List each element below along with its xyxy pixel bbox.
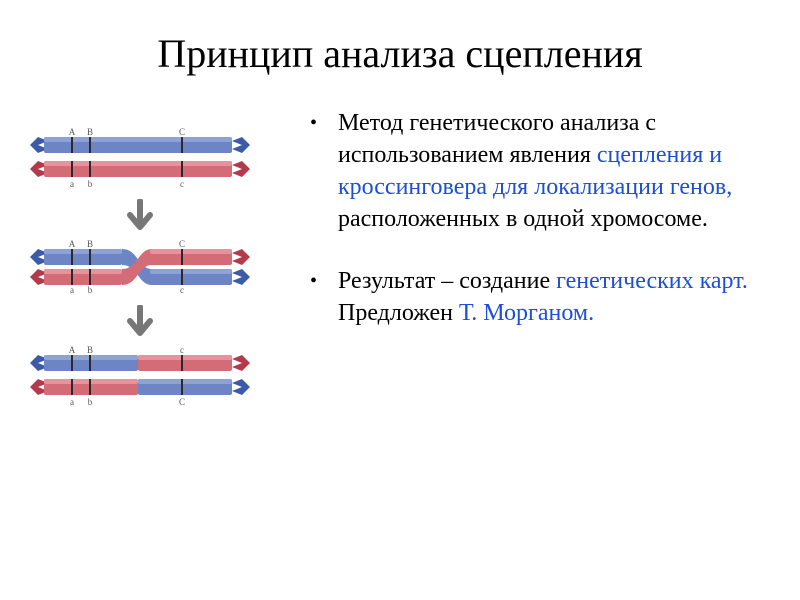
svg-text:c: c: [180, 285, 184, 295]
svg-text:b: b: [88, 285, 93, 295]
locus-label-B: B: [87, 127, 93, 137]
arrow-down-1: [30, 197, 250, 239]
locus-label-C: C: [179, 127, 185, 137]
text-column: • Метод генетического анализа с использо…: [300, 107, 750, 415]
svg-text:A: A: [69, 345, 76, 355]
svg-text:a: a: [70, 285, 74, 295]
locus-label-b: b: [88, 179, 93, 189]
chromosome-blue-top: A B C: [30, 127, 250, 155]
svg-text:A: A: [69, 239, 76, 249]
arrow-down-2: [30, 303, 250, 345]
svg-text:b: b: [88, 397, 93, 407]
chromosome-red-top: a b c: [30, 161, 250, 189]
slide-title: Принцип анализа сцепления: [0, 0, 800, 77]
crossing-over-diagram: A B C: [30, 107, 300, 415]
locus-label-A: A: [69, 127, 76, 137]
diagram-panel-crossover: A B C: [30, 239, 300, 295]
bullet-item: • Результат – создание генетических карт…: [310, 265, 750, 329]
svg-text:a: a: [70, 397, 74, 407]
svg-text:C: C: [179, 397, 185, 407]
svg-text:B: B: [87, 239, 93, 249]
content-area: A B C: [0, 77, 800, 415]
locus-label-a: a: [70, 179, 74, 189]
bullet-text-2: Результат – создание генетических карт. …: [338, 265, 750, 329]
chromosome-recomb-2: a b C: [30, 379, 250, 407]
crossover-pair: A B C: [30, 239, 250, 295]
arrow-icon: [120, 305, 160, 343]
svg-text:B: B: [87, 345, 93, 355]
bullet-text-1: Метод генетического анализа с использова…: [338, 107, 750, 235]
locus-label-c: c: [180, 179, 184, 189]
bullet-item: • Метод генетического анализа с использо…: [310, 107, 750, 235]
diagram-panel-parental: A B C: [30, 127, 300, 189]
arrow-icon: [120, 199, 160, 237]
bullet-marker: •: [310, 265, 338, 329]
chromosome-recomb-1: A B c: [30, 345, 250, 373]
svg-text:c: c: [180, 345, 184, 355]
svg-text:C: C: [179, 239, 185, 249]
diagram-panel-recombinant: A B c: [30, 345, 300, 407]
bullet-marker: •: [310, 107, 338, 235]
